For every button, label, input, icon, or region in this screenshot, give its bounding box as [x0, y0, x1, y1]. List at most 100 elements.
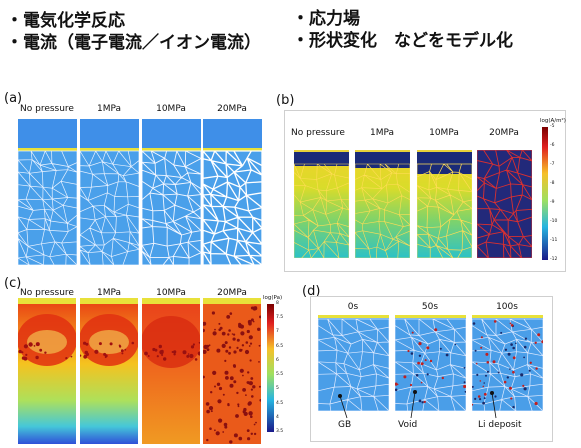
stress-spot	[247, 319, 252, 324]
void-or-deposit	[434, 328, 438, 332]
panel-b-image-1mpa	[354, 150, 411, 259]
void-or-deposit	[523, 387, 527, 391]
void-or-deposit	[492, 360, 496, 364]
panel-c-image-10mpa	[141, 298, 202, 444]
panel-c-image-1mpa	[79, 298, 139, 444]
stress-spot	[70, 355, 73, 358]
stress-spot	[211, 311, 215, 315]
void-or-deposit	[503, 380, 507, 384]
void-or-deposit	[454, 343, 457, 346]
panel-b-colorbar-tick: -12	[550, 257, 558, 262]
void-or-deposit	[420, 381, 423, 384]
stress-spot	[227, 333, 230, 336]
void-or-deposit	[512, 356, 516, 360]
stress-spot	[250, 318, 254, 322]
stress-spot	[124, 348, 127, 351]
panel-d-label: (d)	[302, 284, 321, 299]
panel-a-col-20mpa: 20MPa	[217, 104, 247, 114]
stress-spot	[233, 433, 238, 438]
stress-spot	[214, 328, 216, 331]
panel-b-colorbar-tick: -7	[550, 162, 555, 167]
stress-spot	[233, 380, 237, 384]
stress-spot	[104, 356, 107, 359]
stress-spot	[244, 349, 250, 355]
void-or-deposit	[482, 401, 485, 405]
stress-spot	[245, 394, 247, 396]
grain-boundaries	[476, 149, 533, 259]
void-or-deposit	[535, 367, 538, 370]
void-or-deposit	[394, 382, 398, 386]
void-or-deposit	[483, 382, 485, 384]
void-or-deposit	[512, 370, 515, 374]
stress-spot	[205, 402, 210, 406]
void-marker	[413, 390, 417, 394]
grain-evolution-svg	[317, 315, 390, 412]
void-or-deposit	[471, 385, 474, 388]
void-or-deposit	[410, 352, 414, 355]
stress-spot	[246, 429, 250, 432]
stress-spot	[224, 370, 229, 375]
stress-spot	[225, 349, 229, 353]
li-deposit-marker	[490, 391, 494, 395]
void-or-deposit	[421, 401, 424, 404]
stress-spot	[182, 350, 187, 355]
stress-spot	[224, 425, 228, 429]
stress-spot	[21, 356, 26, 360]
stress-spot	[247, 437, 251, 441]
void-or-deposit	[485, 352, 489, 356]
void-or-deposit	[424, 359, 427, 362]
void-or-deposit	[534, 401, 538, 406]
gb-marker	[338, 394, 342, 398]
void-or-deposit	[439, 347, 442, 350]
stress-spot	[258, 385, 261, 388]
stress-spot	[242, 410, 246, 414]
stress-spot	[206, 438, 209, 442]
void-or-deposit	[534, 341, 537, 344]
stress-spot	[249, 342, 253, 345]
panel-d-image-50s	[394, 315, 467, 412]
stress-spot	[39, 348, 43, 352]
stress-spot	[229, 383, 234, 388]
stress-spot	[152, 347, 156, 352]
stress-spot	[248, 401, 252, 405]
void-or-deposit	[418, 354, 422, 357]
stress-spot	[253, 423, 256, 426]
panel-b-colorbar-tick: -9	[550, 200, 555, 205]
bullet-left-2: ・電流（電子電流／イオン電流）	[6, 33, 261, 53]
void-or-deposit	[411, 331, 414, 334]
void-or-deposit	[409, 383, 413, 387]
stress-spot	[231, 333, 234, 335]
panel-c-colorbar-tick: 4	[276, 414, 279, 420]
void-or-deposit	[477, 395, 481, 398]
stress-spot	[240, 331, 245, 336]
void-or-deposit	[497, 371, 500, 374]
stress-spot	[242, 374, 244, 377]
panel-a-image-1mpa	[79, 119, 140, 266]
void-or-deposit	[480, 336, 483, 339]
stress-spot	[222, 431, 225, 433]
stress-spot	[18, 349, 22, 354]
panel-c-col-10mpa: 10MPa	[156, 288, 186, 298]
stress-spot	[23, 344, 28, 349]
stress-spot	[218, 328, 221, 332]
panel-b-col-1mpa: 1MPa	[369, 128, 395, 138]
panel-d-col-100s: 100s	[496, 302, 518, 312]
stress-spot	[215, 431, 220, 436]
void-or-deposit	[394, 388, 398, 392]
panel-a-image-20mpa	[202, 119, 263, 266]
arrow-void	[410, 391, 416, 419]
annotation-gb: GB	[338, 420, 352, 430]
stress-spot	[250, 377, 254, 380]
panel-c-colorbar	[267, 304, 274, 432]
stress-spot	[236, 346, 239, 349]
stress-spot	[192, 343, 195, 346]
stress-spot	[44, 351, 47, 354]
void-or-deposit	[520, 373, 524, 377]
stress-spot	[257, 327, 261, 331]
void-or-deposit	[407, 349, 410, 353]
stress-spot	[186, 354, 190, 358]
stress-spot	[250, 415, 253, 418]
stress-spot	[245, 341, 249, 344]
void-or-deposit	[524, 337, 528, 340]
stress-spot	[131, 341, 135, 345]
